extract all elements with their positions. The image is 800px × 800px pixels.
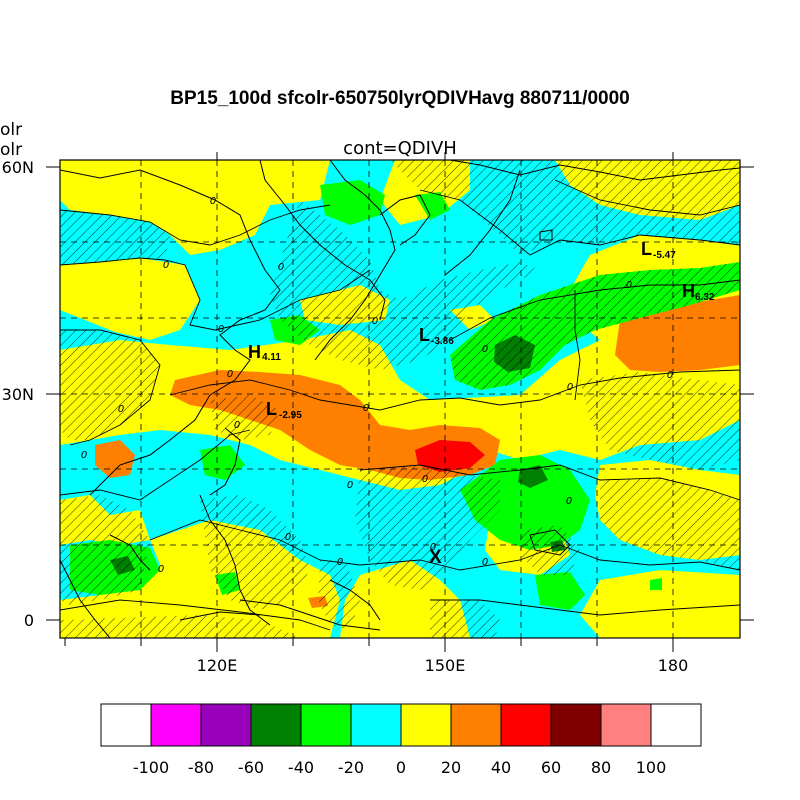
low-marker-letter: L (419, 325, 430, 345)
low-marker-letter: L (266, 399, 277, 419)
contour-label: 0 (482, 557, 488, 568)
map-subtitle: cont=QDIVH (343, 138, 457, 159)
contour-label: 0 (667, 370, 673, 381)
left-field-label-2: olr (0, 140, 23, 160)
contour-label: 0 (363, 403, 369, 414)
contour-label: 0 (118, 404, 124, 415)
contour-label: 0 (227, 369, 233, 380)
lon-label: 180 (657, 656, 689, 675)
contour-label: 0 (422, 474, 428, 485)
colorbar-swatch (500, 703, 552, 747)
contour-label: 0 (372, 316, 378, 327)
low-marker-value: -2.95 (279, 410, 302, 421)
contour-label: 0 (566, 496, 572, 507)
contour-label: 0 (430, 542, 436, 553)
pressure-markers: L -5.47 H 6.32 L -3.86 H 4.11 L -2.95 X (248, 239, 715, 568)
colorbar (100, 703, 702, 747)
contour-label: 0 (347, 480, 353, 491)
high-marker-letter: H (248, 342, 261, 362)
contour-label: 0 (81, 450, 87, 461)
lat-label: 0 (23, 611, 34, 630)
colorbar-swatch (450, 703, 502, 747)
low-marker-value: -5.47 (653, 250, 676, 261)
colorbar-tick-label: 20 (440, 758, 462, 777)
contour-label: 0 (163, 260, 169, 271)
colorbar-swatch (300, 703, 352, 747)
colorbar-tick-label: -20 (337, 758, 365, 777)
colorbar-swatch (150, 703, 202, 747)
map-title: BP15_100d sfcolr-650750lyrQDIVHavg 88071… (170, 88, 630, 109)
contour-label: 0 (278, 262, 284, 273)
left-field-label-1: olr (0, 120, 23, 140)
high-marker-letter: H (682, 281, 695, 301)
low-marker-letter: L (641, 239, 652, 259)
lat-label: 30N (1, 385, 34, 404)
colorbar-tick-label: 0 (395, 758, 407, 777)
low-marker-value: -3.86 (431, 336, 454, 347)
lat-label: 60N (1, 158, 34, 177)
colorbar-tick-label: 40 (490, 758, 512, 777)
colorbar-tick-label: 80 (590, 758, 612, 777)
colorbar-swatch (100, 703, 152, 747)
colorbar-swatch (600, 703, 652, 747)
colorbar-swatch (400, 703, 452, 747)
contour-label: 0 (218, 324, 224, 335)
lon-label: 120E (196, 656, 238, 675)
contour-label: 0 (337, 557, 343, 568)
contour-label: 0 (210, 196, 216, 207)
coastlines (60, 160, 740, 638)
contour-labels: 0 0 0 0 0 0 0 0 0 0 0 0 0 0 0 0 0 0 0 0 … (81, 196, 673, 575)
contour-label: 0 (158, 564, 164, 575)
colorbar-tick-label: -100 (132, 758, 170, 777)
contour-label: 0 (285, 532, 291, 543)
high-marker-value: 4.11 (262, 352, 281, 363)
colorbar-swatch (250, 703, 302, 747)
colorbar-swatch (650, 703, 702, 747)
colorbar-tick-label: -40 (287, 758, 315, 777)
colorbar-swatch (350, 703, 402, 747)
contour-label: 0 (234, 420, 240, 431)
colorbar-swatch (550, 703, 602, 747)
colorbar-swatch (200, 703, 252, 747)
map-frame (59, 159, 741, 639)
contour-label: 0 (567, 382, 573, 393)
contour-label: 0 (626, 280, 632, 291)
shaded-field (60, 160, 740, 638)
colorbar-tick-label: -80 (187, 758, 215, 777)
storm-marker-icon: X (429, 547, 442, 568)
contour-label: 0 (482, 344, 488, 355)
lon-label: 150E (424, 656, 466, 675)
colorbar-tick-label: 100 (635, 758, 667, 777)
high-marker-value: 6.32 (695, 292, 715, 303)
colorbar-tick-label: -60 (237, 758, 265, 777)
colorbar-tick-label: 60 (540, 758, 562, 777)
